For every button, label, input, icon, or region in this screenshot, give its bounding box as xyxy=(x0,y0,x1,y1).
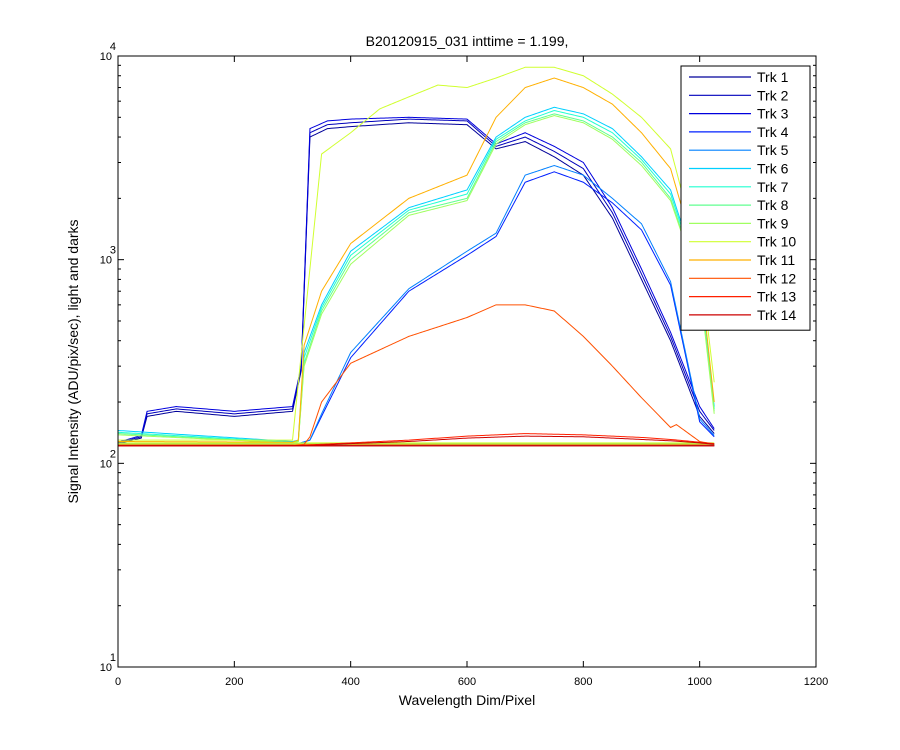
series-line xyxy=(117,118,715,444)
legend-label: Trk 11 xyxy=(757,252,795,268)
legend-label: Trk 3 xyxy=(757,106,789,122)
y-tick-label: 10 xyxy=(100,458,112,470)
legend-label: Trk 13 xyxy=(757,289,796,305)
series-line xyxy=(117,109,715,443)
y-tick-exponent: 1 xyxy=(110,652,116,664)
legend-label: Trk 4 xyxy=(757,124,789,140)
y-tick-label: 10 xyxy=(100,662,112,674)
legend-label: Trk 6 xyxy=(757,161,789,177)
x-tick-label: 600 xyxy=(458,676,476,688)
series-line xyxy=(117,115,715,444)
series-line xyxy=(117,77,715,443)
x-tick-label: 0 xyxy=(115,676,121,688)
series-line xyxy=(117,106,715,443)
series-layer xyxy=(117,66,715,447)
x-tick-label: 1000 xyxy=(687,676,711,688)
series-line xyxy=(118,435,715,447)
legend-label: Trk 14 xyxy=(757,307,796,323)
y-tick-label: 10 xyxy=(100,255,112,267)
legend-label: Trk 7 xyxy=(757,179,789,195)
series-line xyxy=(117,116,715,443)
x-tick-label: 200 xyxy=(225,676,243,688)
legend-box xyxy=(680,65,811,331)
y-tick-exponent: 2 xyxy=(110,448,116,460)
y-tick-exponent: 3 xyxy=(110,245,116,257)
legend: Trk 1 Trk 2 Trk 3 Trk 4 Trk 5 Trk 6 Trk 7 Trk 8… xyxy=(680,65,811,331)
legend-label: Trk 2 xyxy=(757,87,789,103)
y-tick-label: 10 xyxy=(100,51,112,63)
y-axis-title: Signal Intensity (ADU/pix/sec), light an… xyxy=(65,219,81,503)
legend-label: Trk 5 xyxy=(757,142,789,158)
x-tick-label: 1200 xyxy=(804,676,828,688)
x-tick-label: 800 xyxy=(574,676,592,688)
chart-title: B20120915_031 inttime = 1.199, xyxy=(366,33,569,49)
x-axis-title: Wavelength Dim/Pixel xyxy=(399,692,535,708)
legend-label: Trk 10 xyxy=(757,234,796,250)
legend-label: Trk 8 xyxy=(757,197,789,213)
series-line xyxy=(117,122,715,445)
legend-label: Trk 9 xyxy=(757,215,789,231)
x-axis: 0 200 400 600 800 1000 1200 xyxy=(115,56,828,688)
series-line xyxy=(117,113,715,444)
legend-label: Trk 1 xyxy=(757,69,789,85)
legend-label: Trk 12 xyxy=(757,270,796,286)
series-line xyxy=(118,66,715,441)
x-tick-label: 400 xyxy=(341,676,359,688)
y-tick-exponent: 4 xyxy=(110,41,116,53)
